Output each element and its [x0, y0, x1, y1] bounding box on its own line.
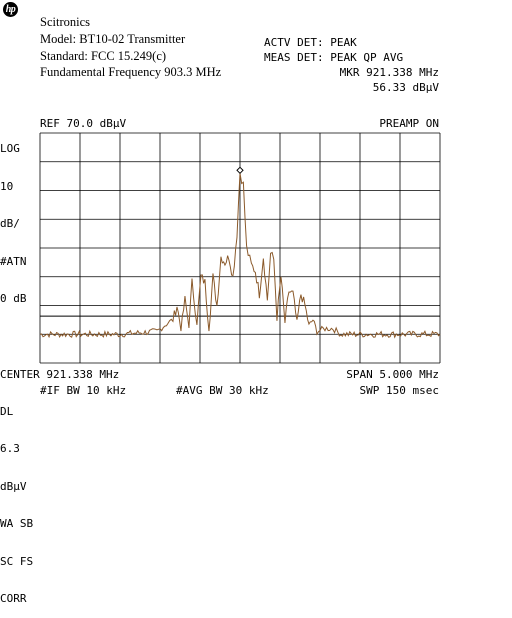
standard-text: Standard: FCC 15.249(c) — [40, 49, 167, 63]
hp-logo-icon: hp — [3, 2, 18, 17]
left-panel-line: dB/ — [0, 217, 20, 230]
left-panel-line: dBµV — [0, 479, 27, 493]
marker-point — [236, 166, 244, 175]
marker-diamond-icon — [236, 166, 244, 175]
left-panel-line: WA SB — [0, 517, 34, 530]
sweep-time: SWP 150 msec — [359, 384, 439, 397]
active-detector: ACTV DET: PEAK — [264, 36, 357, 49]
preamp-status: PREAMP ON — [379, 117, 439, 130]
if-bandwidth: #IF BW 10 kHz — [40, 384, 127, 397]
spectrum-display — [39, 132, 441, 364]
left-panel-line: #ATN — [0, 254, 27, 268]
average-bandwidth: #AVG BW 30 kHz — [176, 384, 269, 397]
left-panel-line: 10 — [0, 179, 14, 193]
left-panel-line: LOG — [0, 142, 20, 155]
left-panel-line: SC FS — [0, 554, 34, 568]
company-name: Scitronics — [40, 15, 90, 29]
reference-level: REF 70.0 dBµV — [40, 117, 127, 130]
measure-detector: MEAS DET: PEAK QP AVG — [264, 51, 404, 64]
marker-level: 56.33 dBµV — [372, 81, 439, 94]
left-panel-line: 6.3 — [0, 442, 20, 455]
graticule — [39, 132, 441, 364]
model-text: Model: BT10-02 Transmitter — [40, 32, 186, 46]
left-panel-line: 0 dB — [0, 292, 27, 305]
fundamental-frequency: Fundamental Frequency 903.3 MHz — [40, 65, 222, 79]
spectrum-trace — [39, 173, 441, 339]
span-setting: SPAN 5.000 MHz — [346, 368, 439, 381]
marker-frequency: MKR 921.338 MHz — [339, 66, 439, 79]
left-panel-line: DL — [0, 404, 14, 418]
center-frequency: CENTER 921.338 MHz — [0, 368, 120, 381]
left-panel-line: CORR — [0, 592, 27, 605]
